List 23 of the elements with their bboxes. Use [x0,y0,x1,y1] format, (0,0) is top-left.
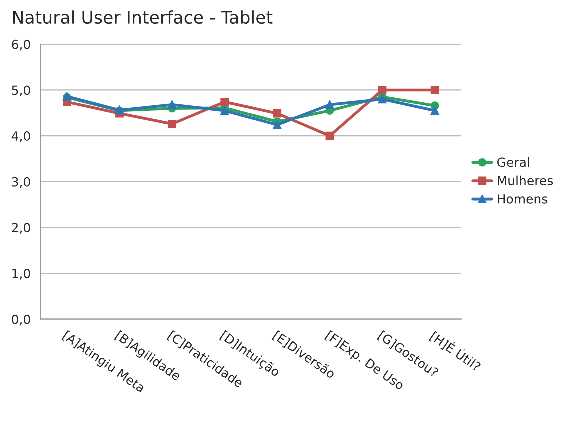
point [220,106,230,116]
point [430,106,440,116]
y-tick-label: 1,0 [12,269,30,280]
legend-label: Homens [498,194,548,204]
legend-label: Mulheres [498,176,554,186]
point [168,120,176,128]
point [220,98,230,106]
point [273,120,282,130]
y-tick-label: 3,0 [12,177,30,188]
point [326,100,334,110]
y-tick-label: 4,0 [12,132,30,142]
y-tick-label: 5,0 [12,86,30,96]
point [273,109,282,118]
y-tick-label: 6,0 [12,40,30,51]
chart-title: Natural User Interface - Tablet [13,10,273,24]
point [378,95,387,104]
point [326,132,334,140]
point [378,86,387,94]
point [430,86,440,94]
point [168,100,176,110]
legend-label: Geral [498,157,530,168]
y-tick-label: 2,0 [12,223,30,234]
y-tick-label: 0,0 [12,314,30,326]
